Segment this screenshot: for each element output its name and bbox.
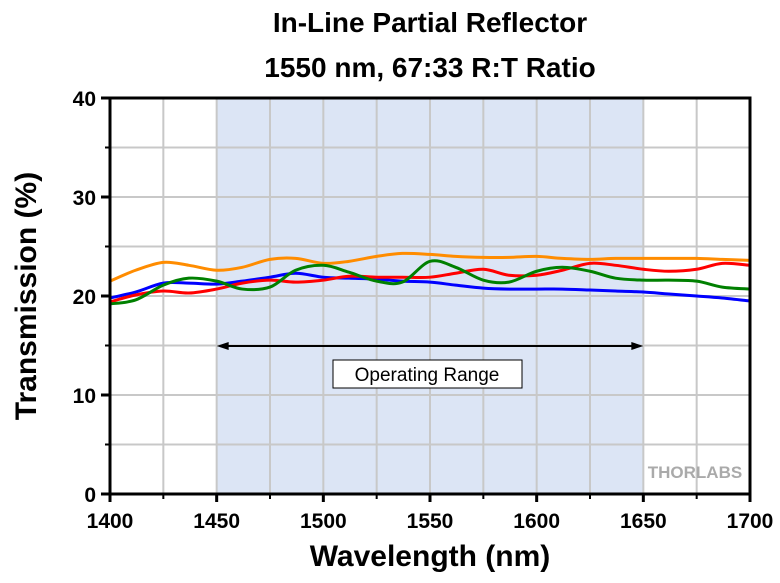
operating-range-arrow — [216, 342, 644, 350]
operating-range-label-box — [332, 359, 523, 389]
chart-title: In-Line Partial Reflector — [273, 7, 587, 38]
x-tick-label: 1600 — [513, 510, 560, 533]
series-line-1 — [109, 251, 751, 283]
x-tick-label: 1500 — [300, 510, 347, 533]
y-tick-label: 0 — [84, 484, 96, 507]
thorlabs-watermark: THORLABS — [648, 463, 742, 482]
series-line-4 — [109, 259, 751, 306]
y-tick-label: 20 — [73, 286, 96, 309]
ticks: 1400 1450 1500 1550 1600 1650 1700 0 10 20 30 40 — [73, 88, 774, 533]
y-tick-label: 40 — [73, 88, 96, 111]
grid — [110, 98, 750, 494]
operating-range-label: Operating Range — [355, 365, 500, 386]
x-tick-label: 1650 — [620, 510, 667, 533]
x-axis-label: Wavelength (nm) — [310, 540, 551, 573]
y-tick-label: 10 — [73, 385, 96, 408]
chart-subtitle: 1550 nm, 67:33 R:T Ratio — [264, 52, 595, 83]
arrow-head-left — [216, 342, 229, 350]
arrow-head-right — [631, 342, 644, 350]
series-line-3 — [109, 261, 751, 304]
y-tick-label: 30 — [73, 187, 96, 210]
series-line-2 — [109, 271, 751, 303]
y-axis-label: Transmission (%) — [10, 172, 43, 420]
x-tick-label: 1700 — [727, 510, 774, 533]
x-tick-label: 1450 — [193, 510, 240, 533]
x-tick-label: 1400 — [87, 510, 134, 533]
x-tick-label: 1550 — [407, 510, 454, 533]
series-group — [109, 251, 751, 306]
